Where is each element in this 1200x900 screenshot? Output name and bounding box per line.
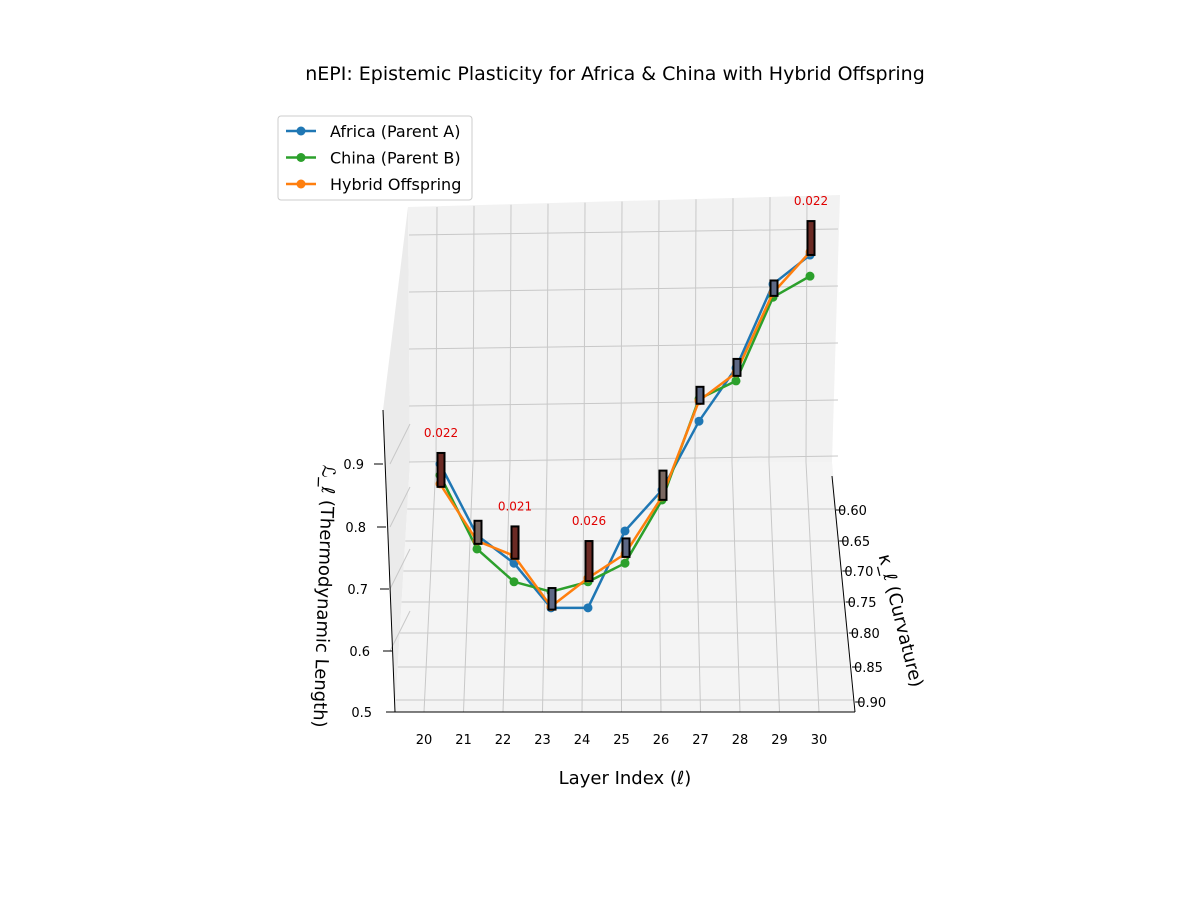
- divergence-bar: [510, 525, 520, 560]
- x-tick-label: 21: [455, 733, 472, 748]
- x-tick-label: 28: [732, 733, 749, 748]
- grid-line: [463, 461, 474, 713]
- divergence-bar: [732, 357, 742, 377]
- divergence-bar: [695, 385, 705, 405]
- grid-line: [805, 461, 820, 713]
- legend-frame: [277, 115, 473, 201]
- x-tick-label: 20: [416, 733, 433, 748]
- divergence-bar: [769, 279, 779, 297]
- grid-line: [408, 228, 839, 236]
- divergence-label: 0.022: [794, 194, 828, 208]
- x-tick-label: 26: [653, 733, 670, 748]
- grid-line: [509, 204, 512, 463]
- grid-line: [581, 461, 585, 713]
- grid-line: [408, 399, 839, 407]
- grid-line: [435, 206, 438, 463]
- y-tick-label: 0.60: [838, 504, 867, 519]
- y-tick-label: 0.90: [857, 696, 886, 711]
- grid-line: [768, 461, 780, 713]
- grid-line: [731, 461, 741, 713]
- floor-pane: [395, 462, 855, 712]
- x-tick-label: 22: [495, 733, 512, 748]
- divergence-label: 0.022: [424, 426, 458, 440]
- z-tick-label: 0.6: [349, 645, 370, 660]
- grid-line: [408, 285, 839, 293]
- divergence-bar: [547, 587, 557, 611]
- x-tick-label: 29: [771, 733, 788, 748]
- divergence-bar: [436, 451, 446, 488]
- legend-marker: [296, 126, 306, 136]
- grid-line: [583, 202, 586, 463]
- y-tick-label: 0.85: [854, 661, 883, 676]
- axes-panes: [383, 195, 855, 712]
- x-axis-label: Layer Index (ℓ): [559, 768, 692, 789]
- y-tick-label: 0.75: [848, 596, 877, 611]
- divergence-bar: [658, 469, 668, 501]
- grid-line: [472, 205, 475, 463]
- x-tick-label: 24: [574, 733, 591, 748]
- y-tick-label: 0.80: [851, 627, 880, 642]
- data-point: [731, 376, 741, 386]
- data-point: [583, 603, 593, 613]
- grid-line: [408, 455, 839, 463]
- grid-line: [408, 342, 839, 350]
- x-tick-label: 23: [534, 733, 551, 748]
- left-pane: [383, 207, 410, 712]
- grid-line: [389, 610, 411, 652]
- data-point: [620, 558, 630, 568]
- data-point: [620, 526, 630, 536]
- grid-line: [502, 461, 511, 713]
- legend-label: China (Parent B): [330, 149, 461, 168]
- grid-line: [731, 198, 734, 463]
- legend-label: Hybrid Offspring: [330, 175, 461, 194]
- legend-marker: [296, 179, 306, 189]
- legend: Africa (Parent A) China (Parent B) Hybrid …: [277, 115, 473, 201]
- y-tick-label: 0.65: [841, 535, 870, 550]
- y-tick-label: 0.70: [844, 565, 873, 580]
- grid-line: [389, 423, 411, 465]
- divergence-label: 0.026: [572, 514, 606, 528]
- grid-line: [768, 197, 771, 463]
- axes: 20 21 22 23 24 25 26 27 28 29 30 0.5 0.6 0.7 0.8 0.9 0.6…: [343, 409, 886, 748]
- grid-line: [657, 200, 660, 463]
- grid-line: [620, 461, 622, 713]
- chart-title: nEPI: Epistemic Plasticity for Africa & …: [305, 63, 925, 85]
- x-tick-label: 25: [613, 733, 630, 748]
- grid-line: [620, 201, 623, 463]
- z-axis-line: [382, 409, 396, 713]
- legend-marker: [296, 153, 306, 162]
- grid-line: [694, 199, 697, 463]
- divergence-bar: [584, 540, 594, 583]
- data-point: [694, 416, 704, 426]
- data-point: [805, 271, 815, 281]
- grid-line: [389, 486, 411, 528]
- legend-label: Africa (Parent A): [330, 122, 460, 141]
- divergence-bar: [806, 220, 816, 256]
- x-tick-label: 30: [811, 733, 828, 748]
- z-tick-label: 0.5: [351, 706, 372, 721]
- data-point: [472, 544, 482, 554]
- grid-line: [694, 461, 701, 713]
- z-tick-label: 0.8: [345, 521, 366, 536]
- grid-line: [423, 461, 437, 713]
- x-tick-label: 27: [692, 733, 709, 748]
- divergence-label: 0.021: [498, 499, 532, 513]
- data-point: [509, 577, 519, 587]
- z-tick-label: 0.7: [347, 583, 368, 598]
- z-axis-label: ℒ_ℓ (Thermodynamic Length): [308, 464, 338, 728]
- bars-layer: 0.022 0.021 0.026 0.022: [424, 194, 828, 611]
- grid-line: [546, 203, 549, 463]
- y-axis-line: [831, 475, 856, 713]
- divergence-bar: [621, 537, 631, 558]
- grid-line: [389, 548, 411, 590]
- z-tick-label: 0.9: [343, 458, 364, 473]
- grid-line: [542, 461, 548, 713]
- divergence-bar: [473, 519, 483, 545]
